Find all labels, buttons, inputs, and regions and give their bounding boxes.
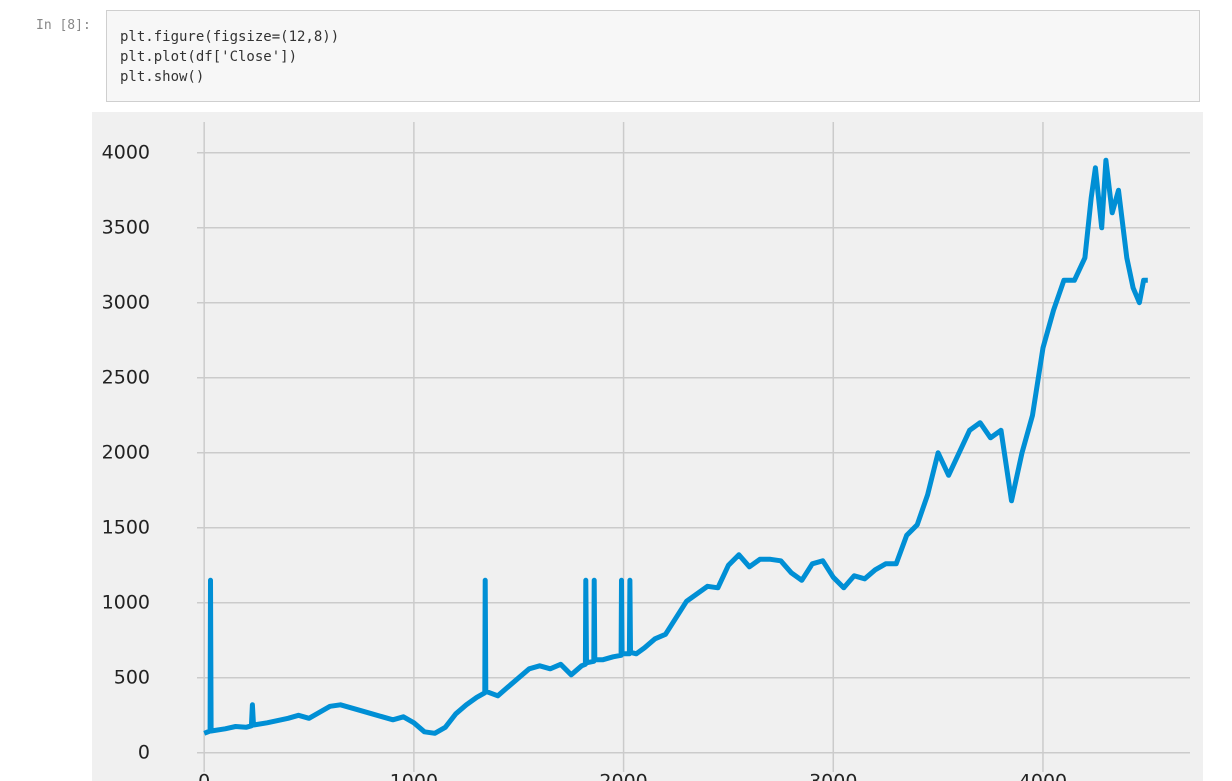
code-line: plt.show() <box>120 69 205 85</box>
y-tick-label: 500 <box>114 666 150 688</box>
x-tick-label: 3000 <box>809 771 857 781</box>
x-tick-label: 4000 <box>1019 771 1067 781</box>
y-tick-label: 3000 <box>102 291 150 313</box>
y-tick-label: 4000 <box>102 141 150 163</box>
y-tick-label: 3500 <box>102 216 150 238</box>
y-tick-label: 2000 <box>102 441 150 463</box>
code-cell[interactable]: plt.figure(figsize=(12,8)) plt.plot(df['… <box>106 10 1200 102</box>
x-tick-label: 0 <box>198 771 210 781</box>
y-tick-label: 1000 <box>102 591 150 613</box>
y-tick-label: 2500 <box>102 366 150 388</box>
x-tick-label: 2000 <box>599 771 647 781</box>
code-line: plt.plot(df['Close']) <box>120 49 298 65</box>
x-tick-label: 1000 <box>390 771 438 781</box>
y-tick-label: 0 <box>138 741 150 763</box>
figure-background <box>92 112 1203 781</box>
cell-prompt: In [8]: <box>36 18 91 33</box>
code-line: plt.figure(figsize=(12,8)) <box>120 29 340 45</box>
y-tick-label: 1500 <box>102 516 150 538</box>
line-series <box>203 157 1148 736</box>
chart: 0 500 1000 1500 2000 2500 3000 3500 4000 0 1000 200… <box>92 112 1203 781</box>
